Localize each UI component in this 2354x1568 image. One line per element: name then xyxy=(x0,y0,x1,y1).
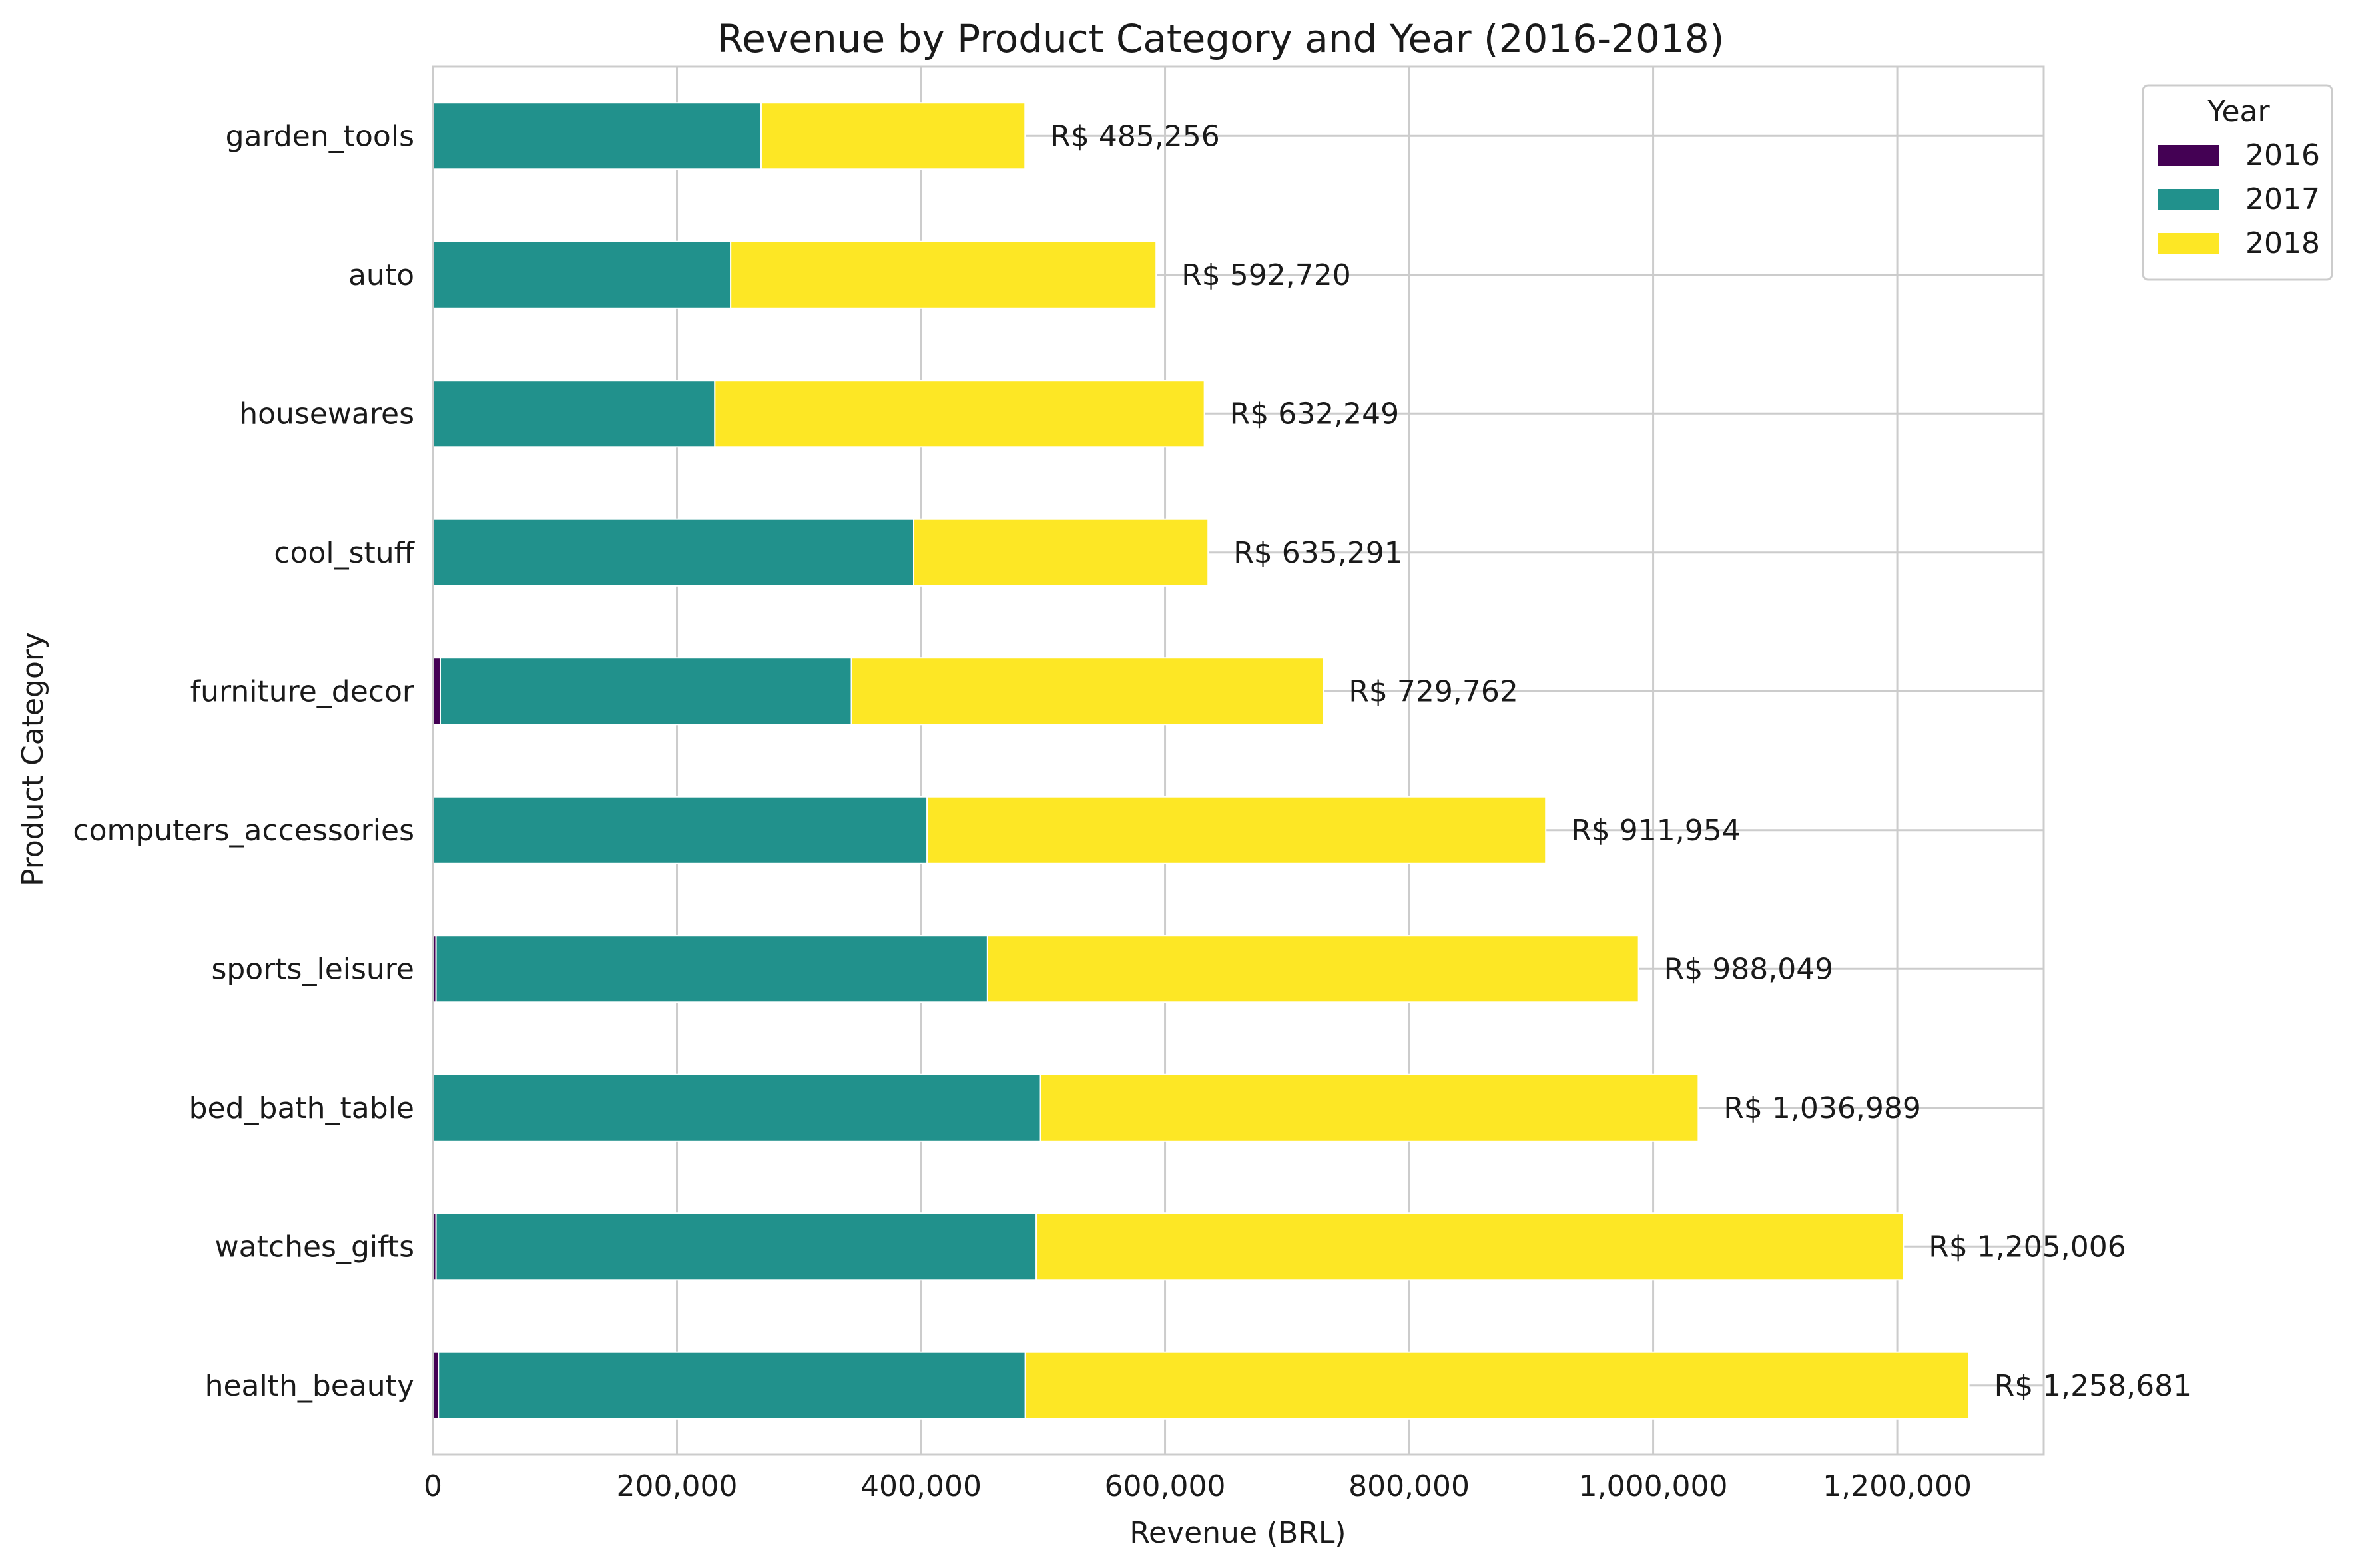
legend-label-2018: 2018 xyxy=(2245,226,2320,260)
bar-sports_leisure-2017 xyxy=(435,935,988,1003)
total-label: R$ 729,762 xyxy=(1348,674,1518,708)
legend: Year 2016 2017 2018 xyxy=(2142,84,2333,281)
bar-health_beauty-2017 xyxy=(438,1351,1026,1420)
x-tick-label: 800,000 xyxy=(1348,1469,1470,1503)
legend-frame xyxy=(2142,84,2333,281)
y-tick-label: computers_accessories xyxy=(73,814,414,848)
bar-computers_accessories-2017 xyxy=(432,796,928,864)
bar-garden_tools-2017 xyxy=(432,102,762,170)
bar-garden_tools-2018 xyxy=(760,102,1026,170)
total-label: R$ 485,256 xyxy=(1050,119,1220,153)
bar-cool_stuff-2018 xyxy=(913,518,1209,587)
bar-housewares-2018 xyxy=(714,380,1205,448)
total-label: R$ 1,036,989 xyxy=(1723,1091,1920,1125)
y-tick-label: furniture_decor xyxy=(190,674,415,708)
y-tick-label: bed_bath_table xyxy=(189,1091,414,1125)
bar-computers_accessories-2018 xyxy=(926,796,1547,864)
axes xyxy=(432,65,2045,1456)
bar-watches_gifts-2018 xyxy=(1035,1212,1905,1281)
bar-auto-2018 xyxy=(730,240,1157,309)
total-label: R$ 592,720 xyxy=(1181,258,1351,292)
y-tick-label: watches_gifts xyxy=(215,1230,414,1264)
bar-auto-2017 xyxy=(432,240,732,309)
bar-health_beauty-2018 xyxy=(1024,1351,1970,1420)
x-tick-label: 400,000 xyxy=(860,1469,982,1503)
total-label: R$ 635,291 xyxy=(1233,536,1403,570)
y-tick-label: cool_stuff xyxy=(274,536,415,570)
x-tick-label: 200,000 xyxy=(617,1469,738,1503)
legend-swatch-2016 xyxy=(2158,145,2219,166)
y-tick-label: sports_leisure xyxy=(211,952,414,986)
x-tick-label: 1,200,000 xyxy=(1823,1469,1972,1503)
y-tick-label: housewares xyxy=(239,397,414,431)
total-label: R$ 632,249 xyxy=(1230,397,1400,431)
legend-label-2016: 2016 xyxy=(2245,138,2320,172)
x-axis-label: Revenue (BRL) xyxy=(1129,1516,1346,1550)
total-label: R$ 1,205,006 xyxy=(1928,1230,2126,1264)
y-tick-label: auto xyxy=(348,258,414,292)
y-tick-label: health_beauty xyxy=(205,1369,414,1403)
bar-furniture_decor-2016 xyxy=(432,657,441,726)
bar-watches_gifts-2017 xyxy=(435,1212,1037,1281)
total-label: R$ 911,954 xyxy=(1571,814,1741,848)
y-tick-label: garden_tools xyxy=(226,119,414,153)
total-label: R$ 1,258,681 xyxy=(1994,1369,2192,1403)
x-tick-label: 600,000 xyxy=(1105,1469,1226,1503)
x-tick-label: 1,000,000 xyxy=(1579,1469,1728,1503)
chart-title: Revenue by Product Category and Year (20… xyxy=(717,16,1725,61)
labels: 0 200,000 400,000 600,000 800,000 1,000,000 1,… xyxy=(73,119,2192,1503)
bar-housewares-2017 xyxy=(432,380,716,448)
bar-furniture_decor-2018 xyxy=(850,657,1324,726)
legend-label-2017: 2017 xyxy=(2245,182,2320,216)
legend-title: Year xyxy=(2207,95,2270,129)
legend-swatch-2017 xyxy=(2158,189,2219,210)
plot-frame xyxy=(432,65,2045,1456)
legend-items: 2016 2017 2018 xyxy=(2158,138,2320,260)
bar-furniture_decor-2017 xyxy=(439,657,852,726)
bar-sports_leisure-2018 xyxy=(986,935,1639,1003)
bar-bed_bath_table-2017 xyxy=(432,1073,1041,1142)
bar-bed_bath_table-2018 xyxy=(1039,1073,1699,1142)
bars xyxy=(432,102,1970,1420)
y-axis-label: Product Category xyxy=(16,632,50,886)
x-tick-label: 0 xyxy=(424,1469,442,1503)
total-label: R$ 988,049 xyxy=(1664,952,1834,986)
bar-cool_stuff-2017 xyxy=(432,518,915,587)
legend-swatch-2018 xyxy=(2158,233,2219,254)
